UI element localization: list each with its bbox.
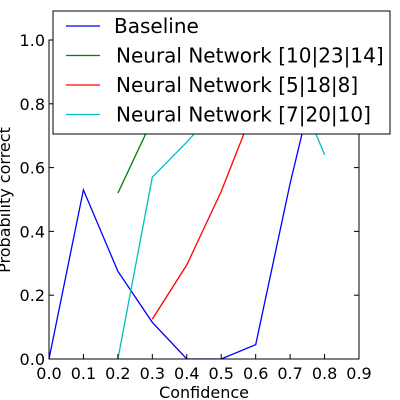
x-tick-label: 0.0: [36, 364, 61, 383]
x-tick-label: 0.5: [208, 364, 233, 383]
legend-label-1: Neural Network [10|23|14]: [116, 44, 384, 68]
x-tick-label: 0.8: [312, 364, 337, 383]
y-axis-title: Probability correct: [0, 127, 14, 273]
legend-label-3: Neural Network [7|20|10]: [116, 103, 371, 127]
y-tick-label: 1.0: [20, 31, 45, 50]
x-axis-title: Confidence: [159, 383, 249, 400]
y-tick-label: 0.6: [20, 159, 45, 178]
legend-label-2: Neural Network [5|18|8]: [116, 73, 358, 97]
x-tick-label: 0.2: [105, 364, 130, 383]
ticks-layer: 0.0 0.1 0.2 0.3 0.4 0.5 0.6 0.7 0.8 0.9 0.0 0.2 0.4 0…: [20, 31, 372, 383]
series-line-0: [49, 40, 326, 359]
y-tick-label: 0.4: [20, 222, 45, 241]
legend-frame: [52, 10, 391, 135]
y-tick-label: 0.2: [20, 286, 45, 305]
x-tick-label: 0.6: [243, 364, 268, 383]
legend-label-0: Baseline: [114, 14, 199, 38]
x-tick-label: 0.9: [346, 364, 371, 383]
x-tick-label: 0.7: [277, 364, 302, 383]
y-tick-label: 0.8: [20, 95, 45, 114]
x-tick-label: 0.4: [174, 364, 199, 383]
legend: Baseline Neural Network [10|23|14] Neural …: [52, 10, 391, 135]
x-tick-label: 0.1: [71, 364, 96, 383]
x-tick-label: 0.3: [140, 364, 165, 383]
y-tick-label: 0.0: [20, 350, 45, 369]
